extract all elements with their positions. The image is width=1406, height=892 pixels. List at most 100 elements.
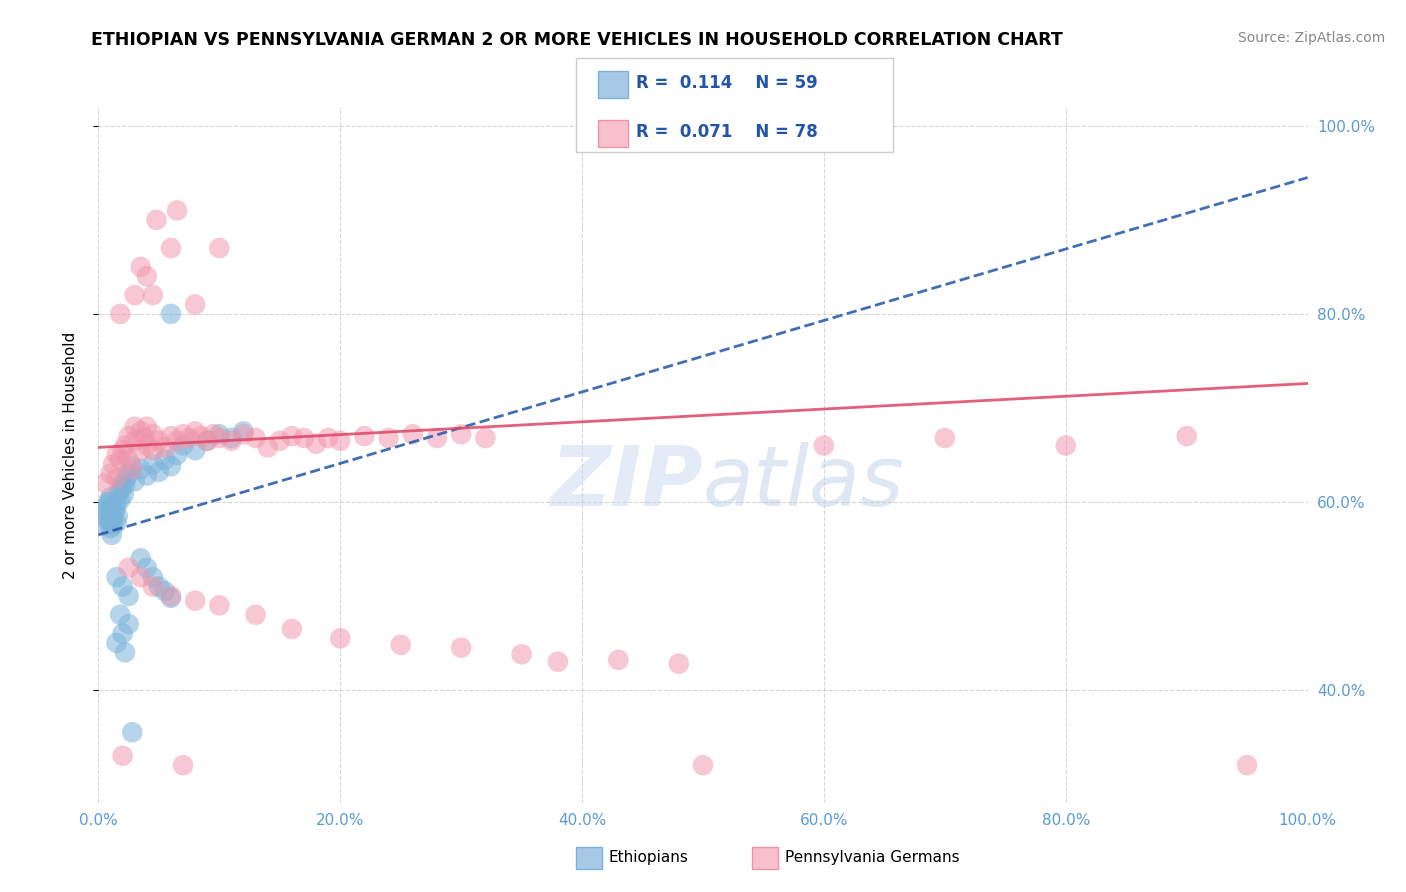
Point	[934, 431, 956, 445]
Point	[101, 458, 124, 472]
Point	[118, 617, 141, 632]
Point	[547, 655, 569, 669]
Point	[245, 607, 267, 622]
Point	[353, 429, 375, 443]
Point	[256, 441, 278, 455]
Point	[316, 431, 339, 445]
Point	[232, 425, 254, 439]
Point	[129, 551, 152, 566]
Point	[426, 431, 449, 445]
Point	[142, 570, 165, 584]
Point	[184, 425, 207, 439]
Point	[607, 653, 630, 667]
Point	[93, 518, 115, 533]
Point	[100, 521, 122, 535]
Point	[195, 434, 218, 448]
Point	[1054, 438, 1077, 452]
Point	[166, 448, 188, 462]
Point	[221, 431, 243, 445]
Point	[160, 591, 183, 605]
Point	[134, 431, 156, 445]
Point	[96, 504, 118, 518]
Point	[124, 475, 146, 489]
Point	[135, 560, 157, 574]
Point	[105, 448, 128, 462]
Text: R =  0.071    N = 78: R = 0.071 N = 78	[636, 123, 817, 141]
Point	[389, 638, 412, 652]
Point	[124, 288, 146, 302]
Point	[1236, 758, 1258, 772]
Point	[100, 490, 122, 504]
Point	[184, 297, 207, 311]
Point	[232, 427, 254, 442]
Point	[114, 645, 136, 659]
Point	[111, 476, 134, 491]
Text: atlas: atlas	[703, 442, 904, 524]
Point	[105, 570, 128, 584]
Point	[105, 636, 128, 650]
Point	[97, 495, 120, 509]
Point	[142, 443, 165, 458]
Point	[93, 509, 115, 524]
Point	[107, 509, 129, 524]
Point	[100, 495, 122, 509]
Point	[510, 647, 533, 661]
Point	[172, 427, 194, 442]
Point	[329, 434, 352, 448]
Point	[450, 427, 472, 442]
Point	[110, 481, 132, 495]
Point	[166, 203, 188, 218]
Point	[101, 518, 124, 533]
Point	[112, 487, 135, 501]
Point	[111, 580, 134, 594]
Point	[153, 441, 176, 455]
Point	[118, 560, 141, 574]
Point	[202, 427, 225, 442]
Point	[129, 462, 152, 476]
Point	[166, 434, 188, 448]
Point	[145, 212, 167, 227]
Point	[148, 580, 170, 594]
Point	[114, 478, 136, 492]
Text: R =  0.114    N = 59: R = 0.114 N = 59	[636, 74, 817, 92]
Point	[281, 622, 304, 636]
Point	[142, 427, 165, 442]
Point	[135, 468, 157, 483]
Point	[108, 307, 131, 321]
Point	[121, 725, 143, 739]
Point	[100, 504, 122, 518]
Point	[118, 589, 141, 603]
Point	[208, 599, 231, 613]
Point	[692, 758, 714, 772]
Point	[245, 431, 267, 445]
Point	[160, 241, 183, 255]
Point	[111, 443, 134, 458]
Y-axis label: 2 or more Vehicles in Household: 2 or more Vehicles in Household	[63, 331, 77, 579]
Point	[142, 458, 165, 472]
Point	[105, 471, 128, 485]
Point	[108, 607, 131, 622]
Point	[97, 514, 120, 528]
Point	[105, 516, 128, 530]
Point	[124, 434, 146, 448]
Point	[377, 431, 399, 445]
Point	[100, 528, 122, 542]
Point	[121, 462, 143, 476]
Point	[184, 593, 207, 607]
Point	[292, 431, 315, 445]
Point	[121, 459, 143, 474]
Point	[100, 467, 122, 481]
Point	[101, 512, 124, 526]
Point	[1175, 429, 1198, 443]
Point	[160, 459, 183, 474]
Text: Source: ZipAtlas.com: Source: ZipAtlas.com	[1237, 31, 1385, 45]
Point	[668, 657, 690, 671]
Point	[108, 485, 131, 500]
Point	[329, 632, 352, 646]
Point	[108, 452, 131, 467]
Point	[208, 241, 231, 255]
Point	[135, 269, 157, 284]
Point	[118, 429, 141, 443]
Point	[148, 465, 170, 479]
Point	[402, 427, 425, 442]
